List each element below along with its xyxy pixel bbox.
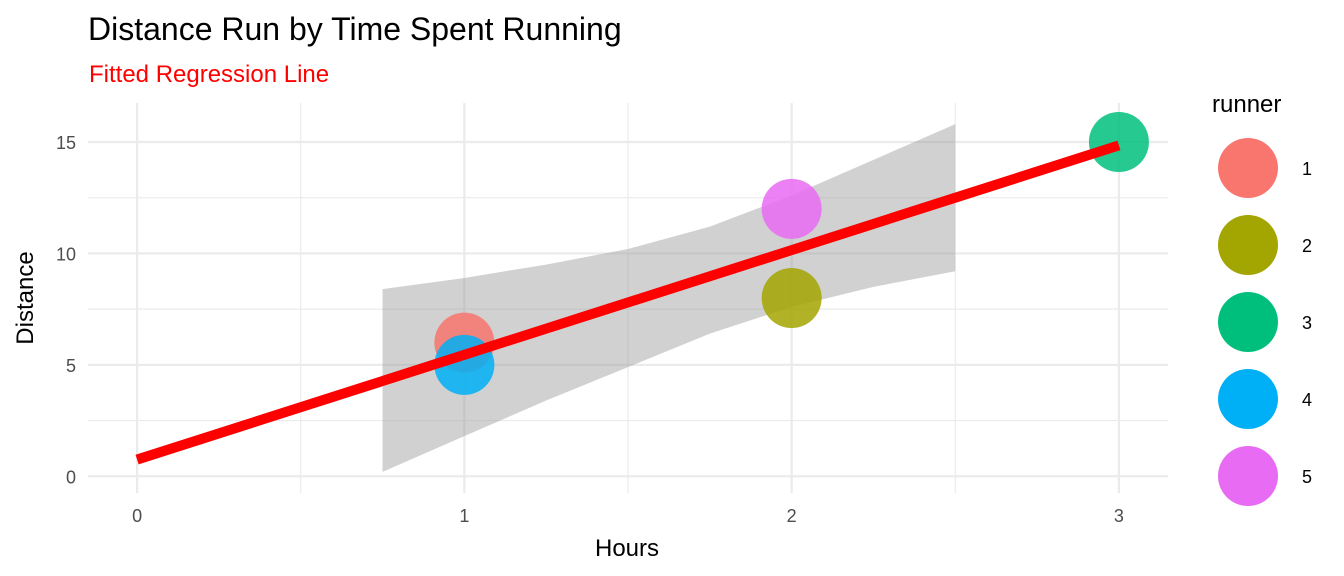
legend-key-5 <box>1218 446 1278 506</box>
y-tick-label: 15 <box>56 133 76 153</box>
legend-key-3 <box>1218 292 1278 352</box>
legend-label-3: 3 <box>1302 313 1312 333</box>
legend-key-4 <box>1218 369 1278 429</box>
x-axis-ticks: 0 1 2 3 <box>132 506 1124 526</box>
legend-key-2 <box>1218 215 1278 275</box>
x-tick-label: 1 <box>459 506 469 526</box>
y-tick-label: 0 <box>66 467 76 487</box>
x-tick-label: 2 <box>787 506 797 526</box>
x-tick-label: 3 <box>1114 506 1124 526</box>
confidence-band <box>382 124 956 472</box>
regression-line <box>135 140 1121 465</box>
point-runner-2 <box>761 268 822 328</box>
chart-subtitle: Fitted Regression Line <box>89 61 329 88</box>
legend-key-1 <box>1218 138 1278 198</box>
points-layer <box>434 112 1149 395</box>
legend-label-2: 2 <box>1302 236 1312 256</box>
x-tick-label: 0 <box>132 506 142 526</box>
legend-label-1: 1 <box>1302 159 1312 179</box>
y-tick-label: 5 <box>66 356 76 376</box>
chart-title: Distance Run by Time Spent Running <box>88 11 622 47</box>
y-axis-title: Distance <box>12 251 39 344</box>
legend-title: runner <box>1212 91 1281 118</box>
point-runner-5 <box>761 178 822 239</box>
grid-major <box>88 103 1168 493</box>
y-axis-ticks: 0 5 10 15 <box>56 133 76 487</box>
y-tick-label: 10 <box>56 244 76 264</box>
confidence-band-layer <box>382 124 956 472</box>
legend: runner 1 2 3 4 5 <box>1212 91 1312 506</box>
legend-label-5: 5 <box>1302 467 1312 487</box>
regression-layer <box>135 140 1121 465</box>
legend-label-4: 4 <box>1302 390 1312 410</box>
point-runner-3 <box>1088 112 1149 172</box>
x-axis-title: Hours <box>595 535 659 562</box>
